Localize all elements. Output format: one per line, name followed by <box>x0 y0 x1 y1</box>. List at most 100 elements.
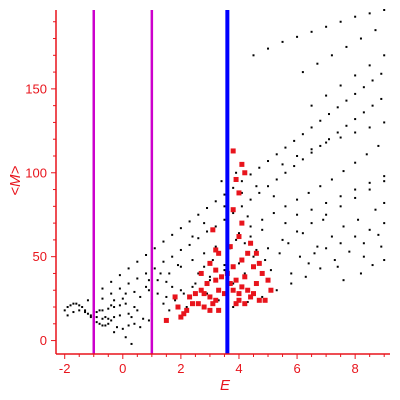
data-point-black <box>185 306 188 309</box>
data-point-red <box>181 311 187 317</box>
data-point-black <box>191 259 194 262</box>
data-point-red <box>239 257 245 263</box>
data-point-black <box>333 259 336 262</box>
data-point-black <box>133 290 136 293</box>
data-point-black <box>284 146 287 149</box>
data-point-red <box>210 227 216 233</box>
data-point-black <box>345 99 348 102</box>
data-point-black <box>348 250 351 253</box>
data-point-black <box>127 282 130 285</box>
y-tick-label: 100 <box>25 165 47 180</box>
data-point-black <box>139 326 142 329</box>
data-point-red <box>216 307 222 313</box>
data-point-red <box>201 291 207 297</box>
data-point-black <box>261 218 264 221</box>
data-point-black <box>101 317 104 320</box>
data-point-black <box>336 131 339 134</box>
data-point-black <box>232 282 235 285</box>
data-point-red <box>236 234 242 240</box>
data-point-black <box>101 297 104 300</box>
data-point-black <box>377 144 380 147</box>
data-point-black <box>267 185 270 188</box>
data-point-black <box>368 181 371 184</box>
data-point-red <box>213 297 219 303</box>
data-point-black <box>310 148 313 151</box>
data-point-black <box>339 242 342 245</box>
data-point-black <box>267 247 270 250</box>
data-layer <box>63 9 386 345</box>
data-point-black <box>118 287 121 290</box>
data-point-black <box>145 285 148 288</box>
data-point-black <box>159 272 162 275</box>
data-point-red <box>230 264 236 270</box>
data-point-red <box>207 307 213 313</box>
data-point-black <box>139 295 142 298</box>
data-point-black <box>287 242 290 245</box>
x-tick-label: 8 <box>352 361 359 376</box>
data-point-black <box>115 326 118 329</box>
data-point-black <box>354 15 357 18</box>
data-point-black <box>278 252 281 255</box>
data-point-black <box>121 297 124 300</box>
data-point-black <box>165 295 168 298</box>
vertical-marker-lines <box>92 10 230 354</box>
data-point-black <box>232 212 235 215</box>
data-point-black <box>72 302 75 305</box>
data-point-black <box>380 97 383 100</box>
axes <box>55 10 390 355</box>
data-point-black <box>165 280 168 283</box>
data-point-black <box>182 292 185 295</box>
data-point-black <box>383 121 386 124</box>
data-point-black <box>127 312 130 315</box>
data-point-black <box>359 37 362 40</box>
data-point-black <box>310 104 313 107</box>
data-point-black <box>179 289 182 292</box>
data-point-red <box>248 294 254 300</box>
data-point-black <box>232 186 235 189</box>
data-point-black <box>371 264 374 267</box>
data-point-black <box>110 304 113 307</box>
data-point-black <box>171 233 174 236</box>
data-point-red <box>227 281 233 287</box>
data-point-black <box>211 259 214 262</box>
data-point-red <box>216 287 222 293</box>
data-point-black <box>362 255 365 258</box>
data-point-black <box>383 201 386 204</box>
data-point-black <box>383 54 386 57</box>
data-point-black <box>136 277 139 280</box>
data-point-black <box>368 126 371 129</box>
data-point-red <box>239 220 245 226</box>
y-tick-label: 50 <box>33 249 47 264</box>
data-point-red <box>207 260 213 266</box>
data-point-black <box>354 196 357 199</box>
x-axis-label: E <box>220 377 231 394</box>
data-point-black <box>284 171 287 174</box>
data-point-black <box>237 232 240 235</box>
data-point-black <box>168 309 171 312</box>
data-point-black <box>124 302 127 305</box>
data-point-red <box>236 190 242 196</box>
data-point-black <box>127 267 130 270</box>
data-point-black <box>208 275 211 278</box>
data-point-black <box>223 218 226 221</box>
data-point-red <box>233 176 239 182</box>
data-point-black <box>168 272 171 275</box>
data-point-black <box>380 72 383 75</box>
data-point-black <box>293 165 296 168</box>
data-point-black <box>264 259 267 262</box>
data-point-black <box>354 118 357 121</box>
data-point-black <box>359 272 362 275</box>
data-point-black <box>325 141 328 144</box>
data-point-black <box>339 20 342 23</box>
data-point-black <box>354 92 357 95</box>
data-point-red <box>242 170 248 176</box>
data-point-black <box>145 253 148 256</box>
data-point-red <box>268 287 274 293</box>
data-point-red <box>239 284 245 290</box>
data-point-black <box>325 201 328 204</box>
data-point-black <box>171 255 174 258</box>
data-point-black <box>223 193 226 196</box>
data-point-black <box>66 306 69 309</box>
data-point-red <box>201 304 207 310</box>
data-point-black <box>156 292 159 295</box>
